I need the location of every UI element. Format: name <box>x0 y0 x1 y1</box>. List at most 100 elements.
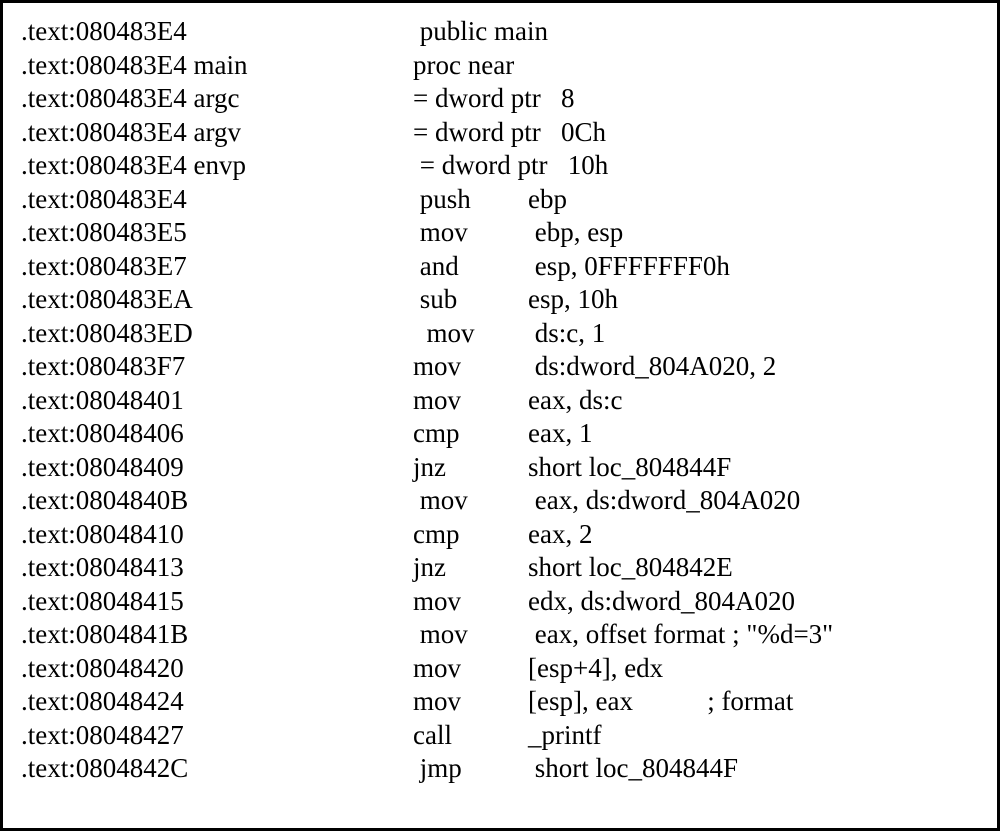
code-line: .text:08048410cmpeax, 2 <box>21 518 979 552</box>
code-line: .text:080483E7 and esp, 0FFFFFFF0h <box>21 250 979 284</box>
instruction-cell: jnzshort loc_804844F <box>413 451 979 485</box>
code-line: .text:080483EA subesp, 10h <box>21 283 979 317</box>
instruction-cell: and esp, 0FFFFFFF0h <box>413 250 979 284</box>
code-line: .text:08048406cmpeax, 1 <box>21 417 979 451</box>
directive-text: = dword ptr 0Ch <box>413 116 606 150</box>
code-line: .text:08048401moveax, ds:c <box>21 384 979 418</box>
directive-text: = dword ptr 8 <box>413 82 574 116</box>
operands: short loc_804844F <box>528 753 738 783</box>
address-label: .text:080483EA <box>21 283 413 317</box>
address-label: .text:080483E4 argc <box>21 82 413 116</box>
code-line: .text:080483E4 argc= dword ptr 8 <box>21 82 979 116</box>
mnemonic: jnz <box>413 551 528 585</box>
code-line: .text:0804842C jmp short loc_804844F <box>21 752 979 786</box>
operands: ebp <box>528 184 567 214</box>
address-label: .text:0804840B <box>21 484 413 518</box>
instruction-cell: mov ebp, esp <box>413 216 979 250</box>
address-label: .text:080483E7 <box>21 250 413 284</box>
mnemonic: mov <box>413 350 528 384</box>
code-line: .text:080483ED mov ds:c, 1 <box>21 317 979 351</box>
instruction-cell: jmp short loc_804844F <box>413 752 979 786</box>
operands: short loc_804844F <box>528 452 731 482</box>
address-label: .text:080483E5 <box>21 216 413 250</box>
instruction-cell: = dword ptr 10h <box>413 149 979 183</box>
operands: eax, ds:c <box>528 385 622 415</box>
operands: eax, 2 <box>528 519 592 549</box>
code-lines: .text:080483E4 public main.text:080483E4… <box>21 15 979 786</box>
code-line: .text:080483E4 mainproc near <box>21 49 979 83</box>
code-line: .text:080483E5 mov ebp, esp <box>21 216 979 250</box>
mnemonic: mov <box>413 484 528 518</box>
mnemonic: mov <box>413 216 528 250</box>
mnemonic: cmp <box>413 417 528 451</box>
code-line: .text:080483E4 envp = dword ptr 10h <box>21 149 979 183</box>
instruction-cell: mov eax, offset format ; "%d=3" <box>413 618 979 652</box>
code-line: .text:08048424mov[esp], eax ; format <box>21 685 979 719</box>
instruction-cell: mov eax, ds:dword_804A020 <box>413 484 979 518</box>
address-label: .text:08048427 <box>21 719 413 753</box>
code-line: .text:08048420mov[esp+4], edx <box>21 652 979 686</box>
address-label: .text:0804841B <box>21 618 413 652</box>
instruction-cell: mov ds:dword_804A020, 2 <box>413 350 979 384</box>
operands: _printf <box>528 720 602 750</box>
mnemonic: jmp <box>413 752 528 786</box>
mnemonic: mov <box>413 317 528 351</box>
directive-text: proc near <box>413 49 514 83</box>
operands: ds:c, 1 <box>528 318 605 348</box>
address-label: .text:08048409 <box>21 451 413 485</box>
address-label: .text:080483E4 envp <box>21 149 413 183</box>
address-label: .text:08048413 <box>21 551 413 585</box>
mnemonic: mov <box>413 685 528 719</box>
instruction-cell: cmpeax, 2 <box>413 518 979 552</box>
code-line: .text:08048427call_printf <box>21 719 979 753</box>
code-line: .text:08048409jnzshort loc_804844F <box>21 451 979 485</box>
instruction-cell: call_printf <box>413 719 979 753</box>
operands: eax, 1 <box>528 418 592 448</box>
address-label: .text:080483E4 main <box>21 49 413 83</box>
instruction-cell: mov[esp], eax ; format <box>413 685 979 719</box>
operands: esp, 0FFFFFFF0h <box>528 251 730 281</box>
code-line: .text:080483E4 argv= dword ptr 0Ch <box>21 116 979 150</box>
code-line: .text:080483E4 pushebp <box>21 183 979 217</box>
operands: eax, ds:dword_804A020 <box>528 485 800 515</box>
code-line: .text:08048413jnzshort loc_804842E <box>21 551 979 585</box>
operands: eax, offset format ; "%d=3" <box>528 619 833 649</box>
code-line: .text:08048415movedx, ds:dword_804A020 <box>21 585 979 619</box>
mnemonic: call <box>413 719 528 753</box>
mnemonic: and <box>413 250 528 284</box>
directive-text: = dword ptr 10h <box>413 149 608 183</box>
address-label: .text:08048410 <box>21 518 413 552</box>
mnemonic: mov <box>413 652 528 686</box>
address-label: .text:080483E4 <box>21 183 413 217</box>
address-label: .text:08048415 <box>21 585 413 619</box>
operands: ebp, esp <box>528 217 623 247</box>
instruction-cell: subesp, 10h <box>413 283 979 317</box>
code-line: .text:0804840B mov eax, ds:dword_804A020 <box>21 484 979 518</box>
code-line: .text:0804841B mov eax, offset format ; … <box>21 618 979 652</box>
instruction-cell: pushebp <box>413 183 979 217</box>
address-label: .text:080483F7 <box>21 350 413 384</box>
operands: short loc_804842E <box>528 552 733 582</box>
instruction-cell: mov ds:c, 1 <box>413 317 979 351</box>
instruction-cell: moveax, ds:c <box>413 384 979 418</box>
instruction-cell: jnzshort loc_804842E <box>413 551 979 585</box>
operands: edx, ds:dword_804A020 <box>528 586 795 616</box>
mnemonic: cmp <box>413 518 528 552</box>
mnemonic: push <box>413 183 528 217</box>
instruction-cell: = dword ptr 8 <box>413 82 979 116</box>
instruction-cell: = dword ptr 0Ch <box>413 116 979 150</box>
instruction-cell: proc near <box>413 49 979 83</box>
instruction-cell: movedx, ds:dword_804A020 <box>413 585 979 619</box>
mnemonic: mov <box>413 618 528 652</box>
directive-text: public main <box>413 15 548 49</box>
address-label: .text:08048401 <box>21 384 413 418</box>
operands: ds:dword_804A020, 2 <box>528 351 776 381</box>
instruction-cell: cmpeax, 1 <box>413 417 979 451</box>
mnemonic: mov <box>413 384 528 418</box>
address-label: .text:0804842C <box>21 752 413 786</box>
mnemonic: sub <box>413 283 528 317</box>
address-label: .text:080483E4 argv <box>21 116 413 150</box>
address-label: .text:080483E4 <box>21 15 413 49</box>
address-label: .text:08048420 <box>21 652 413 686</box>
operands: esp, 10h <box>528 284 618 314</box>
